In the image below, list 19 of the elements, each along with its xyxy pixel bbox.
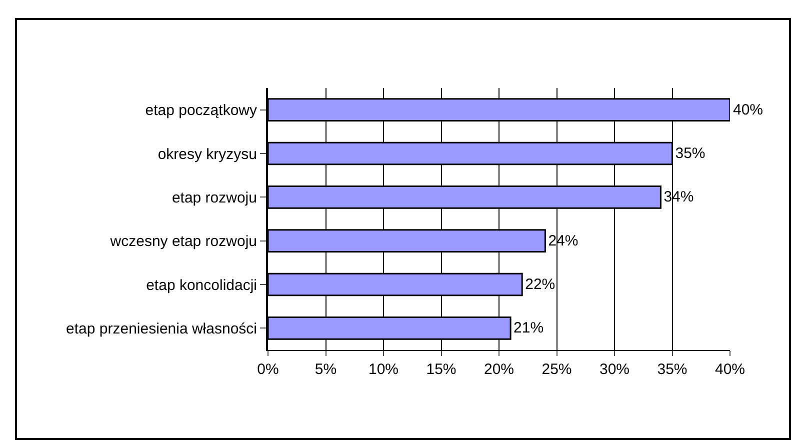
x-tick-label: 15% bbox=[426, 361, 456, 378]
data-label: 21% bbox=[514, 320, 544, 337]
x-tick-label: 10% bbox=[368, 361, 399, 378]
data-label: 40% bbox=[733, 101, 764, 118]
y-tick-label: etap początkowy bbox=[145, 102, 258, 120]
x-tick-label: 5% bbox=[314, 361, 337, 378]
x-tick-label: 40% bbox=[714, 361, 746, 378]
y-tick-label: wczesny etap rozwoju bbox=[109, 233, 257, 250]
y-tick-label: okresy kryzysu bbox=[158, 146, 257, 163]
x-tick-label: 25% bbox=[542, 361, 572, 378]
x-tick-label: 35% bbox=[657, 361, 688, 378]
y-tick-label: etap rozwoju bbox=[172, 189, 257, 206]
y-tick-label: etap koncolidacji bbox=[146, 276, 257, 294]
data-label: 35% bbox=[675, 145, 706, 162]
x-tick-label: 30% bbox=[599, 361, 630, 378]
x-tick-label: 20% bbox=[484, 361, 514, 378]
data-label: 22% bbox=[525, 276, 556, 293]
x-tick-label: 0% bbox=[257, 361, 279, 378]
y-tick-label: etap przeniesienia własności bbox=[66, 320, 257, 338]
